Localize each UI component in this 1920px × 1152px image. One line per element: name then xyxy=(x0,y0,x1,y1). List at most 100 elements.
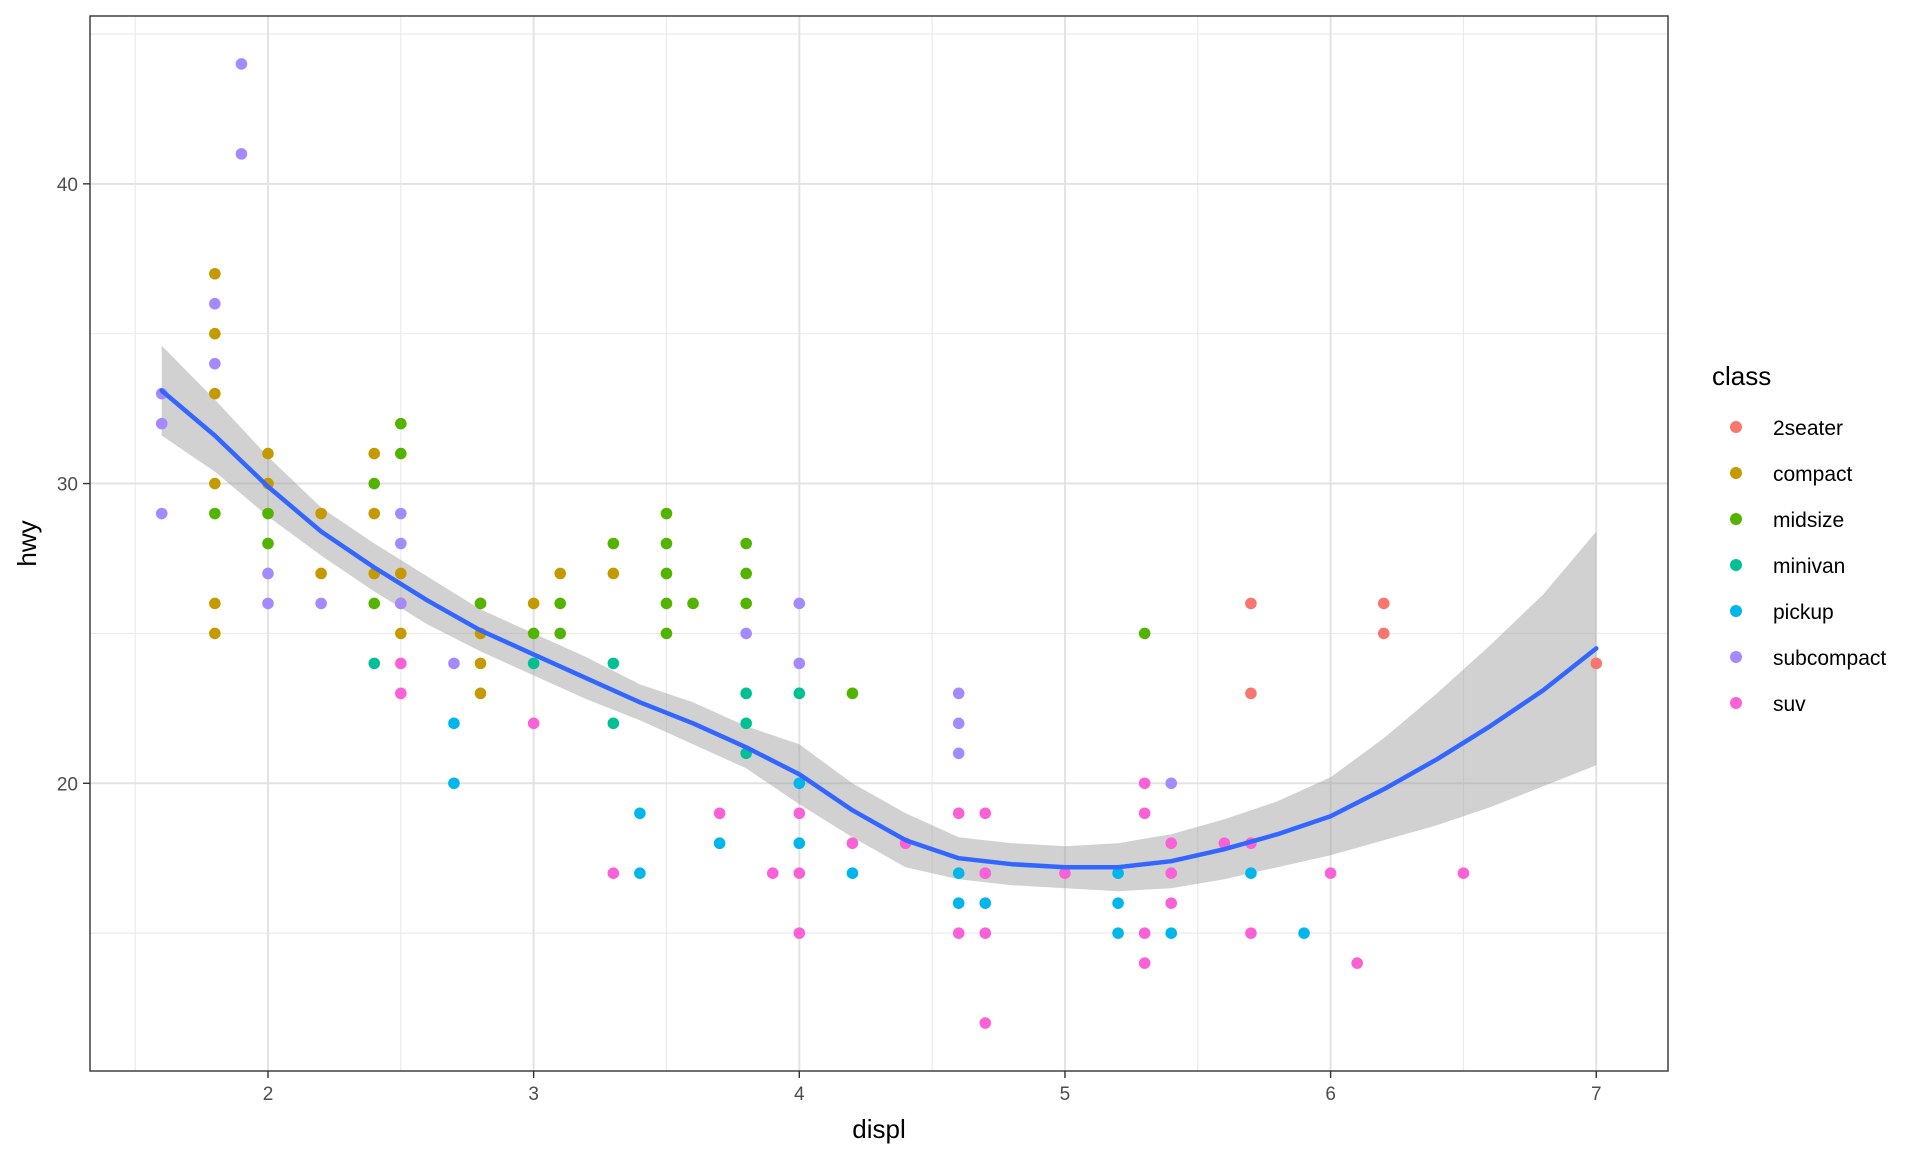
data-point-2seater xyxy=(1590,657,1603,670)
data-point-midsize xyxy=(740,597,752,610)
data-point-midsize xyxy=(554,597,567,610)
smooth-curve xyxy=(159,388,1599,870)
data-point-midsize xyxy=(740,567,752,580)
data-point-midsize xyxy=(368,477,381,490)
data-point-subcompact xyxy=(315,597,327,610)
data-point-suv xyxy=(1138,777,1151,790)
data-point-suv xyxy=(395,687,407,700)
legend-key-minivan xyxy=(1730,559,1742,571)
data-point-midsize xyxy=(660,597,673,610)
data-point-suv xyxy=(1059,867,1071,879)
data-point-midsize xyxy=(607,537,620,550)
data-point-pickup xyxy=(713,837,726,850)
data-point-pickup xyxy=(634,867,646,879)
data-point-suv xyxy=(979,927,992,939)
legend-label-subcompact: subcompact xyxy=(1773,647,1886,670)
data-point-suv xyxy=(1138,807,1151,820)
legend-title: class xyxy=(1712,361,1771,391)
y-tick-label: 40 xyxy=(57,175,78,196)
data-point-suv xyxy=(1457,867,1470,879)
data-point-pickup xyxy=(448,717,460,730)
data-point-midsize xyxy=(395,447,407,460)
data-point-2seater xyxy=(1377,627,1390,640)
x-tick-label: 7 xyxy=(1591,1084,1602,1105)
data-point-midsize xyxy=(474,597,487,610)
data-point-compact xyxy=(315,507,327,520)
data-point-midsize xyxy=(527,627,540,640)
data-point-suv xyxy=(979,1017,992,1029)
data-point-suv xyxy=(1324,867,1337,879)
data-point-subcompact xyxy=(1165,777,1178,790)
data-point-suv xyxy=(846,837,859,850)
data-point-minivan xyxy=(793,687,806,700)
data-point-subcompact xyxy=(395,597,407,610)
data-point-2seater xyxy=(1245,597,1257,610)
data-point-compact xyxy=(395,567,407,580)
data-point-pickup xyxy=(1298,927,1310,939)
data-point-midsize xyxy=(262,537,274,550)
data-point-midsize xyxy=(554,627,567,640)
data-point-pickup xyxy=(952,867,965,879)
data-point-subcompact xyxy=(209,297,221,310)
data-point-compact xyxy=(209,387,221,400)
data-point-subcompact xyxy=(740,627,752,640)
data-point-2seater xyxy=(1245,687,1257,700)
y-axis-title: hwy xyxy=(12,520,42,566)
legend: 2seater compact midsize minivan pickup subcom… xyxy=(1730,417,1886,716)
data-point-suv xyxy=(1351,957,1363,969)
data-point-suv xyxy=(527,717,540,730)
data-point-compact xyxy=(209,327,221,340)
data-point-subcompact xyxy=(793,597,806,610)
data-point-compact xyxy=(262,447,274,460)
data-point-compact xyxy=(395,627,407,640)
data-point-pickup xyxy=(1165,927,1178,939)
x-tick-label: 4 xyxy=(794,1084,805,1105)
data-point-compact xyxy=(607,567,620,580)
data-point-compact xyxy=(209,597,221,610)
data-point-midsize xyxy=(395,417,407,430)
data-point-2seater xyxy=(1377,597,1390,610)
data-point-subcompact xyxy=(952,717,965,730)
data-point-subcompact xyxy=(155,417,168,430)
data-point-suv xyxy=(793,927,806,939)
data-point-pickup xyxy=(846,867,859,879)
data-point-suv xyxy=(979,867,992,879)
data-point-subcompact xyxy=(262,597,274,610)
data-point-subcompact xyxy=(395,537,407,550)
data-point-suv xyxy=(1165,897,1178,909)
data-point-subcompact xyxy=(952,747,965,760)
data-point-midsize xyxy=(740,537,752,550)
data-point-compact xyxy=(474,657,487,670)
data-point-suv xyxy=(395,657,407,670)
legend-label-pickup: pickup xyxy=(1773,601,1834,624)
data-point-compact xyxy=(209,267,221,280)
data-point-pickup xyxy=(448,777,460,790)
data-point-compact xyxy=(209,477,221,490)
data-point-minivan xyxy=(607,657,620,670)
data-point-subcompact xyxy=(952,687,965,700)
data-point-subcompact xyxy=(209,357,221,370)
data-point-compact xyxy=(527,597,540,610)
x-tick-label: 5 xyxy=(1060,1084,1071,1105)
data-point-subcompact xyxy=(448,657,460,670)
data-point-suv xyxy=(1138,927,1151,939)
legend-label-minivan: minivan xyxy=(1773,555,1845,578)
data-point-midsize xyxy=(209,507,221,520)
data-point-suv xyxy=(952,807,965,820)
data-point-minivan xyxy=(740,717,752,730)
data-point-midsize xyxy=(660,627,673,640)
data-point-midsize xyxy=(660,507,673,520)
data-point-midsize xyxy=(368,597,381,610)
legend-key-subcompact xyxy=(1730,651,1742,663)
data-point-minivan xyxy=(607,717,620,730)
data-point-suv xyxy=(1165,867,1178,879)
data-point-subcompact xyxy=(262,567,274,580)
data-point-subcompact xyxy=(395,507,407,520)
x-tick-label: 2 xyxy=(263,1084,274,1105)
legend-key-pickup xyxy=(1730,605,1742,617)
data-point-pickup xyxy=(979,897,992,909)
data-point-suv xyxy=(713,807,726,820)
data-point-suv xyxy=(607,867,620,879)
